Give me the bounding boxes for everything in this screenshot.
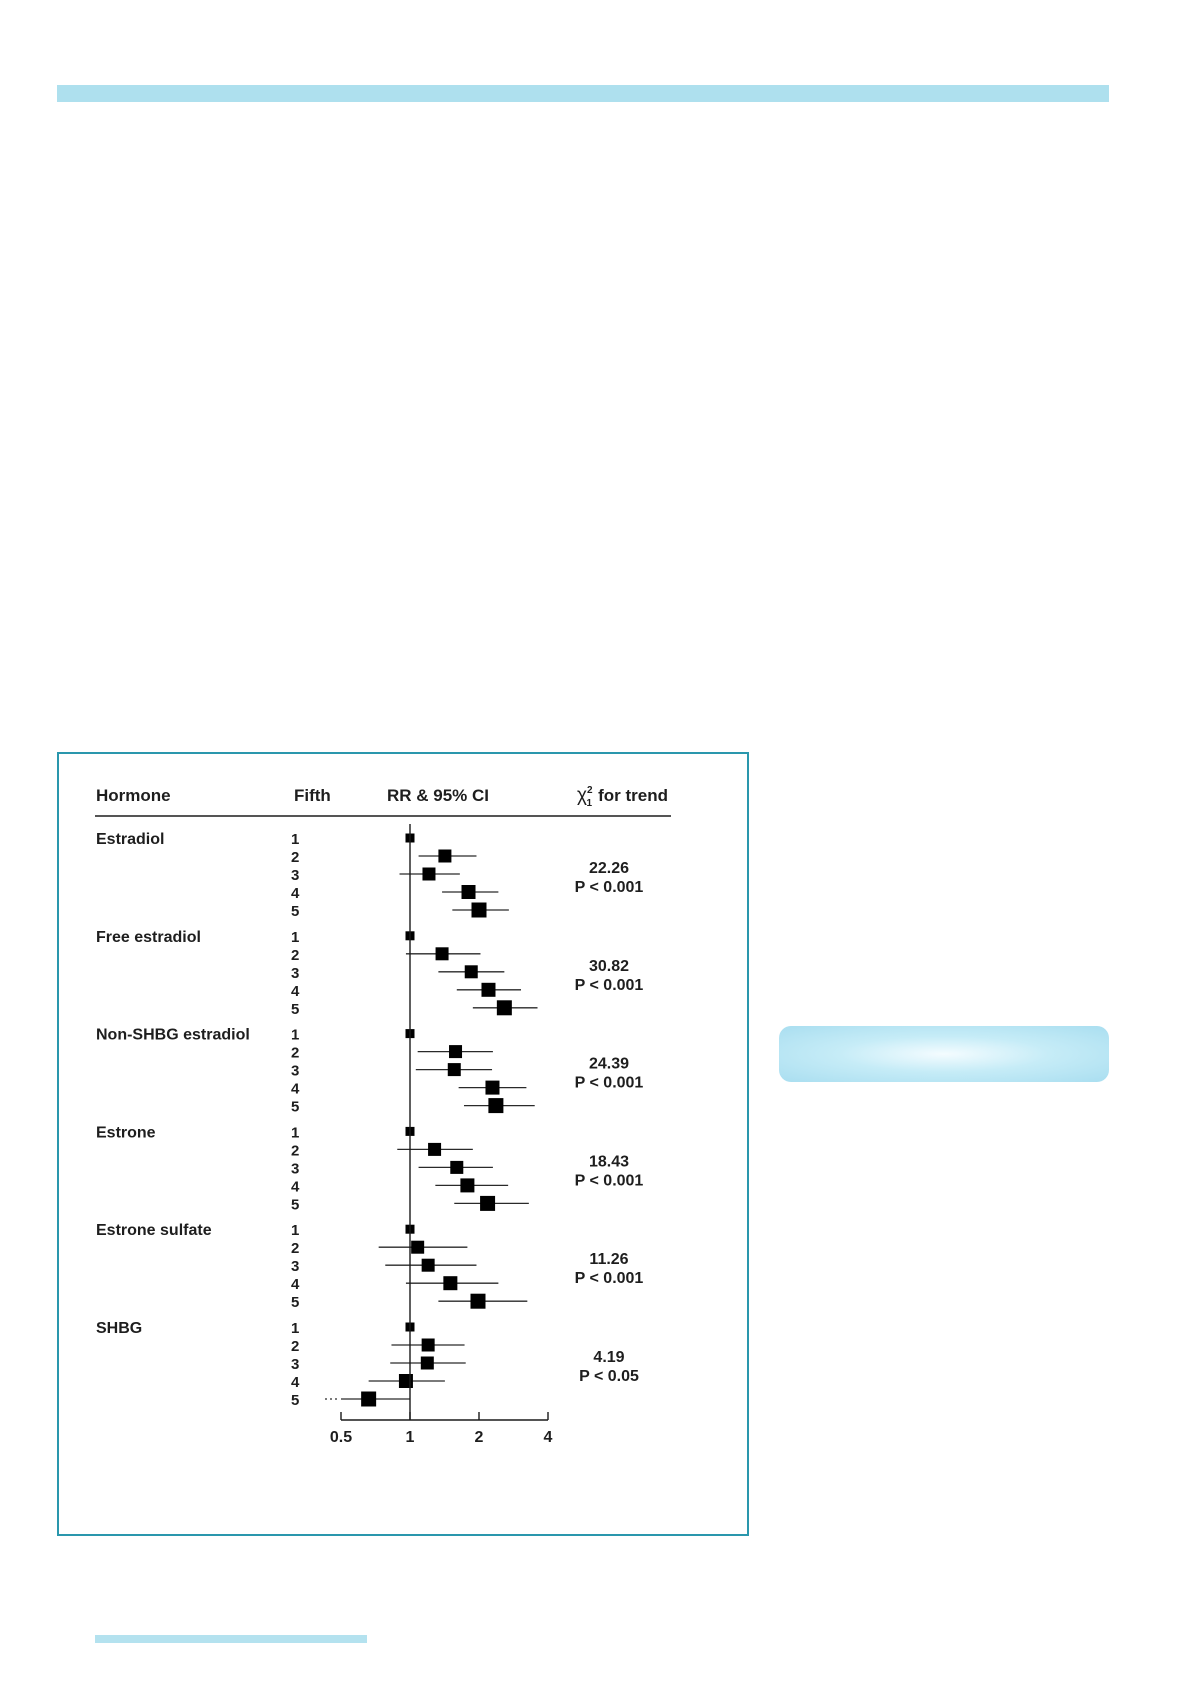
fifth-label: 4 [291, 1374, 300, 1391]
fifth-label: 3 [291, 1258, 299, 1275]
header-trend-sup: 2 [587, 785, 593, 796]
header-row: Hormone Fifth RR & 95% CI χ2 1 for trend [95, 785, 671, 817]
fifth-label: 4 [291, 1178, 300, 1195]
axis-tick-label: 4 [544, 1429, 553, 1446]
rr-point [443, 1276, 458, 1291]
header-rr-ci: RR & 95% CI [387, 786, 489, 805]
fifth-label: 2 [291, 1240, 299, 1257]
axis-tick-label: 0.5 [330, 1429, 352, 1446]
trend-statistic: 4.19 [593, 1349, 624, 1366]
fifth-label: 3 [291, 867, 299, 884]
group-label: Non-SHBG estradiol [96, 1027, 250, 1044]
fifth-label: 3 [291, 1356, 299, 1373]
header-trend: χ2 1 for trend [577, 785, 668, 809]
rr-point [464, 965, 478, 979]
rr-point [461, 885, 476, 899]
forest-plot: Hormone Fifth RR & 95% CI χ2 1 for trend E… [95, 785, 671, 1446]
fifth-label: 1 [291, 831, 299, 848]
rr-point [438, 849, 452, 863]
fifth-label: 5 [291, 1196, 299, 1213]
rr-point [435, 947, 449, 961]
group-label: Estrone sulfate [96, 1222, 212, 1239]
rr-point [481, 982, 496, 997]
trend-statistic: 11.26 [589, 1251, 628, 1268]
trend-statistic: 22.26 [589, 860, 629, 877]
fifth-label: 5 [291, 1001, 299, 1018]
rr-point [398, 1374, 413, 1388]
header-trend-tail: for trend [598, 786, 668, 805]
trend-statistic: 18.43 [589, 1153, 629, 1170]
rr-point [421, 1258, 435, 1272]
fifth-label: 1 [291, 1320, 299, 1337]
p-value: P < 0.001 [575, 1172, 644, 1189]
fifth-label: 1 [291, 1027, 299, 1044]
rr-point [361, 1391, 377, 1407]
rr-point [422, 867, 436, 881]
rr-point [460, 1178, 475, 1193]
group-label: Estradiol [96, 831, 164, 848]
x-axis: 0.5 1 2 4 [330, 824, 553, 1446]
trend-statistic: 30.82 [589, 958, 629, 975]
fifth-label: 2 [291, 947, 299, 964]
fifth-label: 4 [291, 1081, 300, 1098]
header-fifth: Fifth [294, 786, 331, 805]
forest-plot-figure: Hormone Fifth RR & 95% CI χ2 1 for trend E… [57, 752, 749, 1536]
fifth-label: 1 [291, 929, 299, 946]
fifth-label: 1 [291, 1124, 299, 1141]
rr-point [496, 1000, 512, 1016]
fifth-label: 5 [291, 1099, 299, 1116]
trend-statistic: 24.39 [589, 1056, 629, 1073]
fifth-label: 4 [291, 983, 300, 1000]
rr-point [411, 1240, 425, 1254]
fifth-label: 4 [291, 885, 300, 902]
header-trend-sub: 1 [587, 798, 593, 809]
axis-tick-label: 2 [475, 1429, 484, 1446]
axis-tick-label: 1 [406, 1429, 415, 1446]
fifth-label: 2 [291, 1045, 299, 1062]
header-hormone: Hormone [96, 786, 171, 805]
rr-point [480, 1195, 496, 1211]
fifth-label: 5 [291, 1294, 299, 1311]
p-value: P < 0.001 [575, 1075, 644, 1092]
rr-point [449, 1045, 463, 1059]
fifth-label: 5 [291, 1392, 299, 1409]
rr-point [488, 1098, 504, 1114]
rr-point [420, 1356, 434, 1370]
fifth-label: 3 [291, 965, 299, 982]
header-trend-chi: χ [577, 785, 587, 806]
rr-point [421, 1338, 435, 1352]
rr-point [428, 1142, 442, 1156]
fifth-label: 4 [291, 1276, 300, 1293]
p-value: P < 0.001 [575, 1270, 644, 1287]
rr-point [485, 1080, 500, 1095]
rr-point [450, 1160, 464, 1174]
fifth-label: 3 [291, 1160, 299, 1177]
sidebar-highlight-panel [779, 1026, 1109, 1082]
fifth-label: 2 [291, 849, 299, 866]
fifth-label: 1 [291, 1222, 299, 1239]
group-label: SHBG [96, 1320, 142, 1337]
bottom-accent-bar [95, 1635, 367, 1643]
fifth-label: 5 [291, 903, 299, 920]
p-value: P < 0.05 [579, 1368, 639, 1385]
p-value: P < 0.001 [575, 977, 644, 994]
rr-point [447, 1063, 461, 1077]
top-accent-bar [57, 85, 1109, 102]
fifth-label: 2 [291, 1142, 299, 1159]
fifth-label: 2 [291, 1338, 299, 1355]
rr-point [471, 902, 487, 918]
rr-point [470, 1293, 486, 1309]
group-label: Estrone [96, 1124, 156, 1141]
p-value: P < 0.001 [575, 879, 644, 896]
group-label: Free estradiol [96, 929, 201, 946]
fifth-label: 3 [291, 1063, 299, 1080]
